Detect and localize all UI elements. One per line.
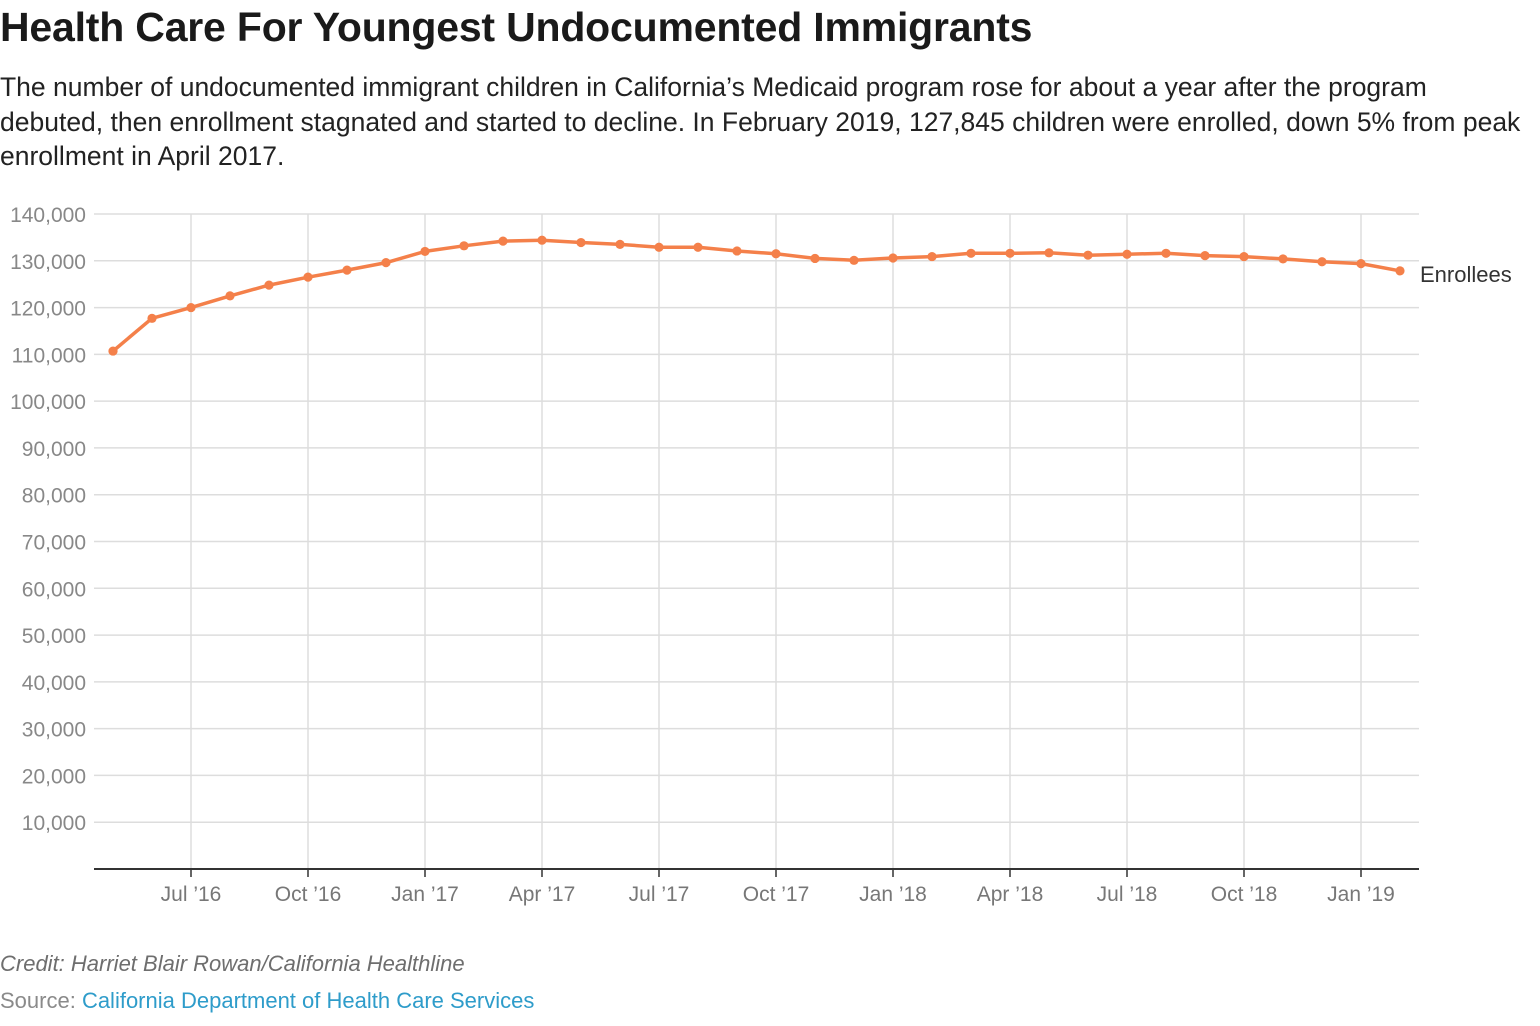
data-point	[966, 248, 976, 258]
series-line-enrollees	[111, 238, 1402, 353]
credit-line: Credit: Harriet Blair Rowan/California H…	[0, 951, 465, 976]
series-label: Enrollees	[1420, 262, 1512, 287]
y-tick-label: 140,000	[10, 204, 86, 227]
x-tick-label: Jul ’16	[161, 883, 222, 906]
data-point	[693, 242, 703, 252]
y-tick-label: 80,000	[22, 485, 86, 508]
data-point	[1239, 251, 1249, 262]
y-tick-label: 120,000	[10, 298, 86, 321]
source-line: Source: California Department of Health …	[0, 988, 534, 1014]
data-point	[927, 251, 937, 262]
data-point	[1161, 248, 1171, 258]
data-point	[732, 246, 742, 256]
data-point	[1395, 266, 1405, 276]
y-tick-label: 100,000	[10, 391, 86, 414]
x-axis-labels: Jul ’16 Oct ’16 Jan ’17 Apr ’17 Jul ’17 Oct ’…	[161, 883, 1395, 906]
data-point	[576, 237, 586, 248]
data-point	[1005, 248, 1015, 258]
data-point	[342, 265, 352, 275]
data-point	[849, 255, 859, 265]
data-point	[1200, 251, 1210, 261]
y-gridlines	[94, 213, 1419, 823]
source-prefix: Source:	[0, 988, 82, 1013]
x-tick-label: Oct ’17	[743, 883, 810, 906]
chart-title: Health Care For Youngest Undocumented Im…	[0, 4, 1033, 50]
y-tick-label: 90,000	[22, 438, 86, 461]
data-point	[420, 246, 430, 257]
line-chart: 10,000 20,000 30,000 40,000 50,000 60,000 70,0…	[10, 204, 1512, 906]
data-point	[381, 258, 391, 268]
data-point	[615, 239, 625, 250]
x-tick-label: Oct ’16	[275, 883, 342, 906]
data-point	[108, 346, 118, 356]
data-point	[303, 272, 313, 282]
chart-subtitle: The number of undocumented immigrant chi…	[0, 72, 1521, 171]
x-tick-label: Jan ’18	[859, 883, 927, 906]
x-tick-label: Apr ’17	[509, 883, 576, 906]
data-point	[1278, 254, 1288, 264]
y-tick-label: 10,000	[22, 812, 86, 835]
y-tick-label: 30,000	[22, 719, 86, 742]
y-tick-label: 60,000	[22, 578, 86, 601]
data-point	[1122, 249, 1132, 259]
x-tick-label: Jan ’19	[1327, 883, 1395, 906]
data-point	[225, 291, 235, 301]
data-point	[1083, 250, 1093, 260]
y-tick-label: 50,000	[22, 625, 86, 648]
series-points	[108, 235, 1405, 356]
data-point	[498, 236, 508, 246]
y-tick-label: 110,000	[12, 344, 86, 367]
data-point	[1044, 248, 1054, 258]
data-point	[459, 241, 469, 251]
y-tick-label: 70,000	[22, 532, 86, 555]
data-point	[537, 235, 547, 245]
data-point	[771, 249, 781, 259]
y-axis-labels: 10,000 20,000 30,000 40,000 50,000 60,000 70,0…	[10, 204, 86, 835]
y-tick-label: 40,000	[22, 672, 86, 695]
series-lines	[111, 238, 1402, 353]
data-point	[1356, 258, 1366, 269]
x-tick-label: Apr ’18	[977, 883, 1044, 906]
x-tick-label: Jan ’17	[391, 883, 459, 906]
data-point	[810, 253, 820, 264]
source-link[interactable]: California Department of Health Care Ser…	[81, 988, 535, 1013]
y-tick-label: 20,000	[22, 765, 86, 788]
data-point	[264, 280, 274, 290]
x-tick-label: Jul ’18	[1097, 883, 1158, 906]
data-point	[1317, 257, 1327, 267]
x-tick-label: Jul ’17	[629, 883, 690, 906]
y-tick-label: 130,000	[10, 251, 86, 274]
series-labels: Enrollees	[1420, 262, 1512, 287]
data-point	[888, 253, 898, 263]
x-gridlines	[190, 214, 1362, 877]
data-point	[654, 242, 664, 252]
data-point	[186, 302, 196, 313]
x-tick-label: Oct ’18	[1211, 883, 1278, 906]
data-point	[147, 313, 157, 323]
